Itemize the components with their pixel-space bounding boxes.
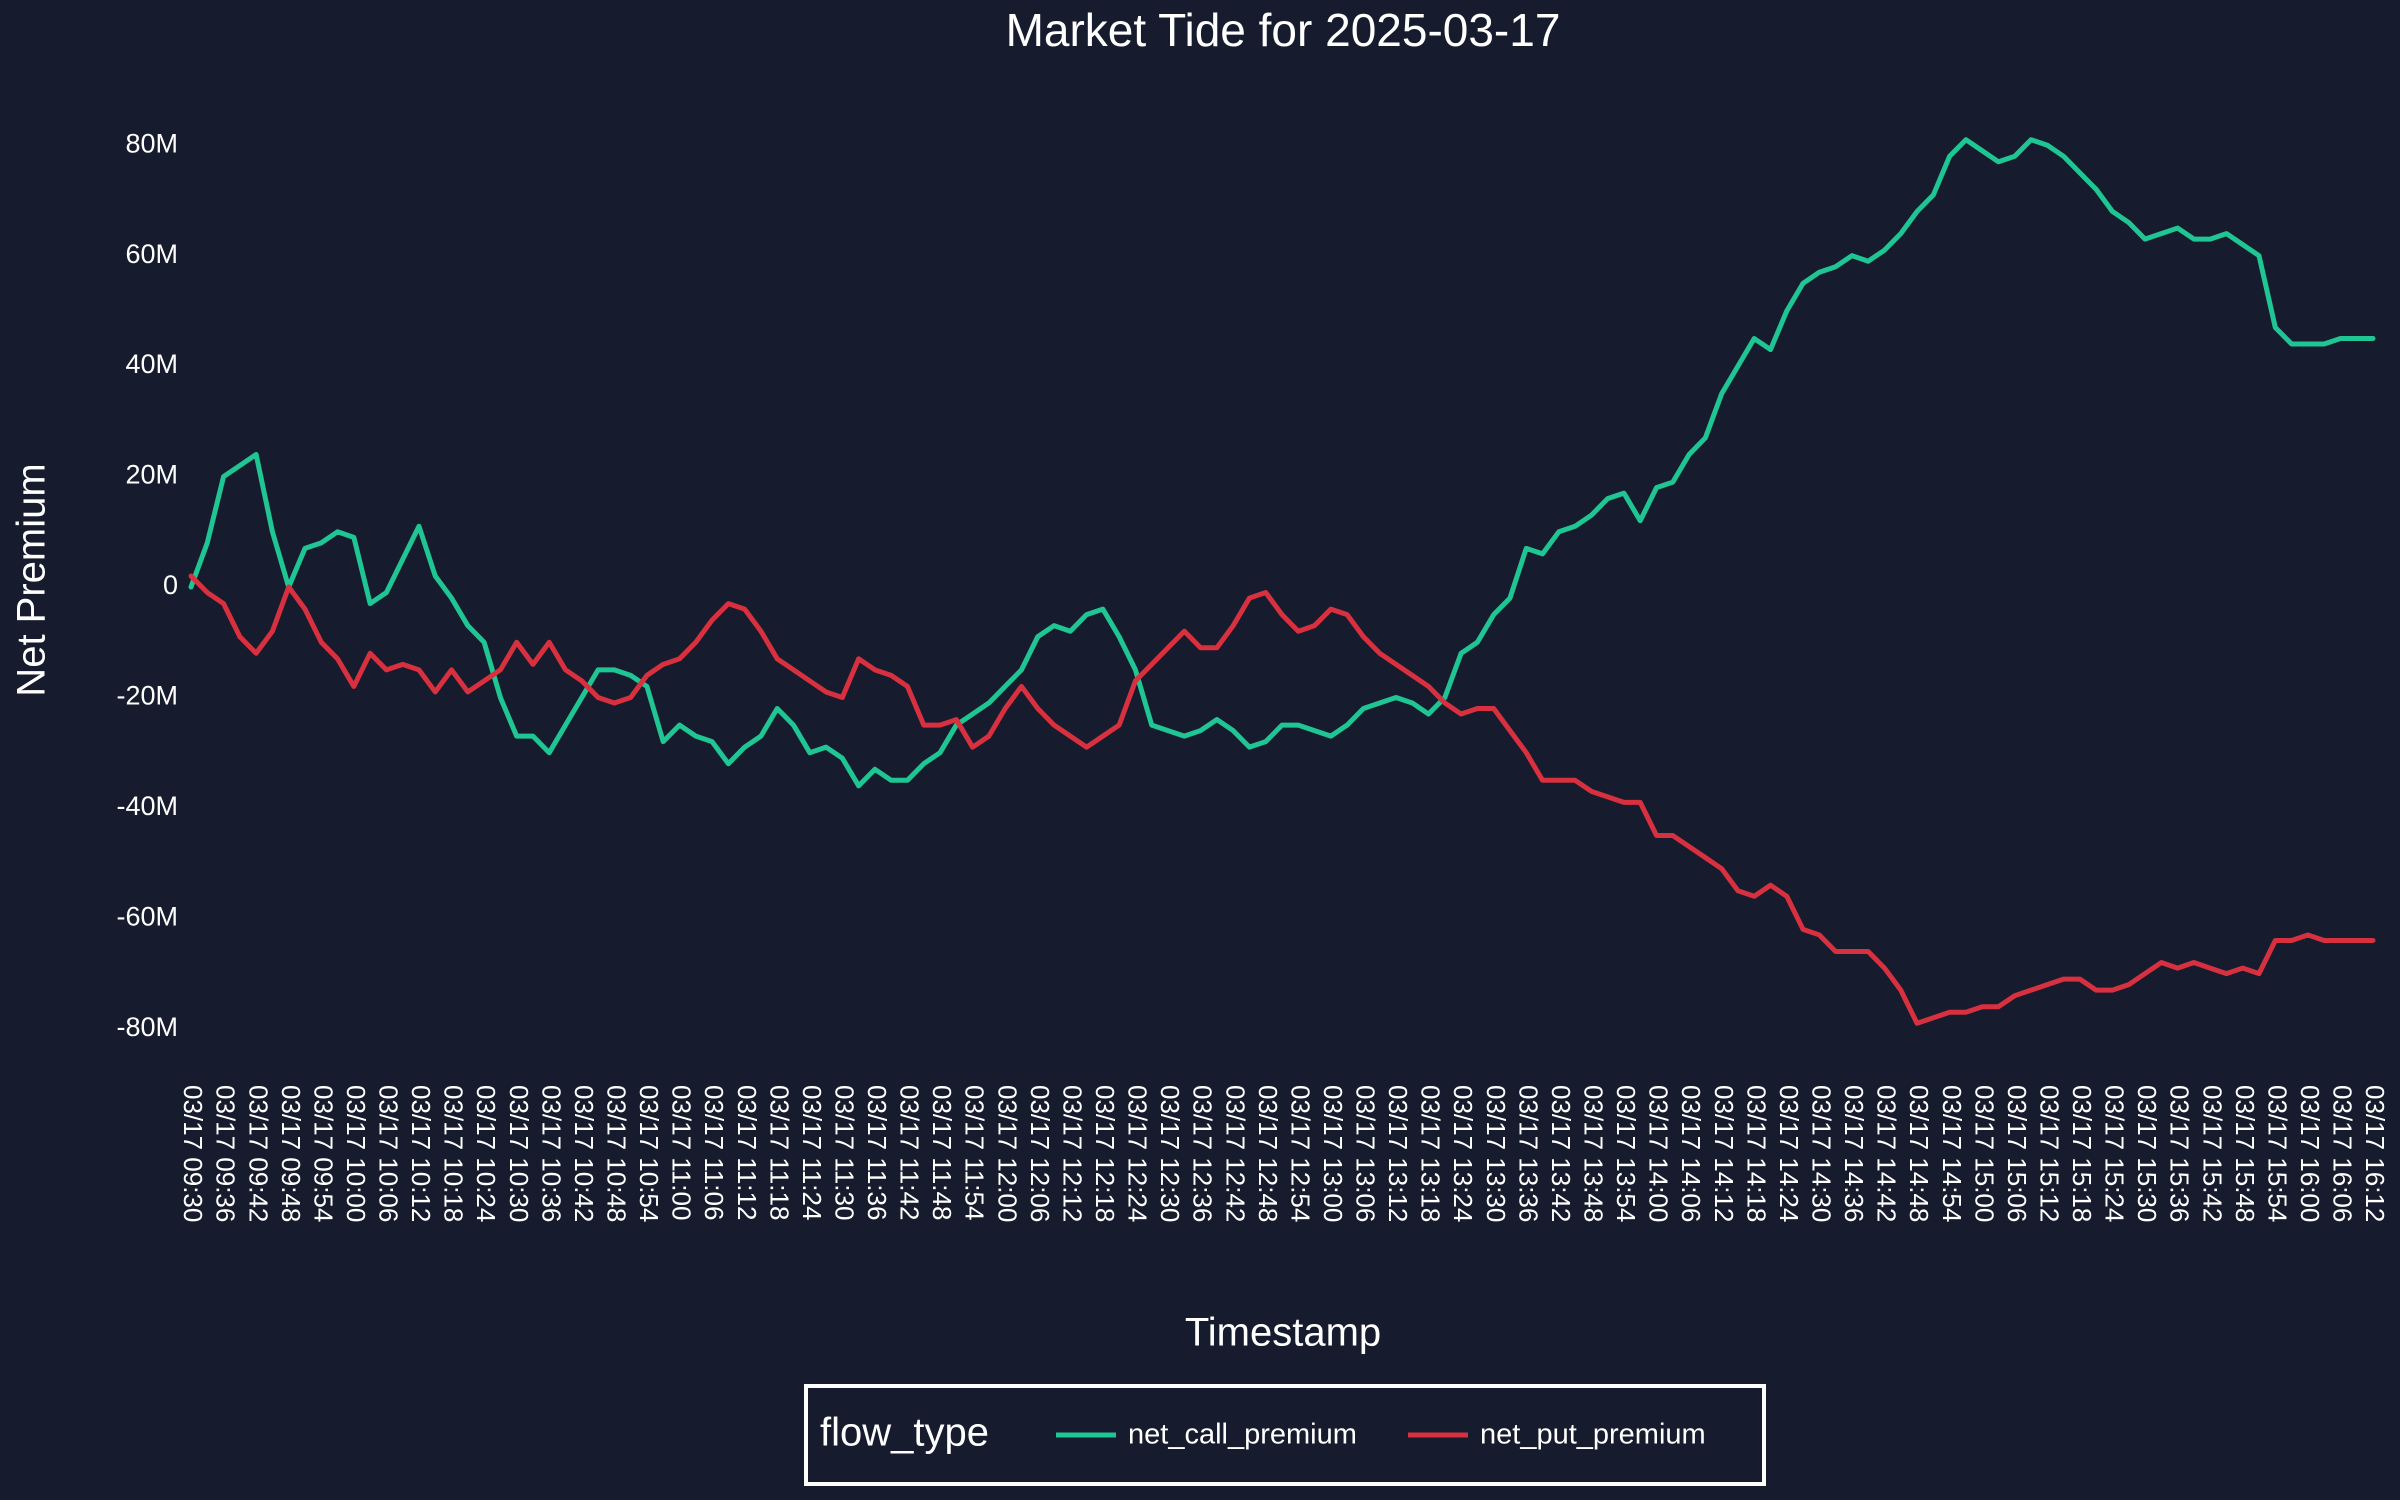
x-tick-label: 03/17 15:00 [1969, 1085, 1999, 1222]
legend-label: net_call_premium [1128, 1419, 1357, 1451]
y-tick-label: 40M [125, 349, 178, 379]
y-tick-label: 60M [125, 239, 178, 269]
x-tick-label: 03/17 15:42 [2197, 1085, 2227, 1222]
x-tick-label: 03/17 15:06 [2002, 1085, 2032, 1222]
x-tick-label: 03/17 10:06 [374, 1085, 404, 1222]
x-tick-label: 03/17 13:00 [1318, 1085, 1348, 1222]
x-tick-label: 03/17 16:00 [2295, 1085, 2325, 1222]
x-tick-label: 03/17 11:06 [699, 1085, 729, 1220]
y-tick-label: -80M [116, 1012, 178, 1042]
x-tick-label: 03/17 13:24 [1448, 1085, 1478, 1222]
x-tick-label: 03/17 13:18 [1416, 1085, 1446, 1222]
x-tick-label: 03/17 12:12 [1057, 1085, 1087, 1222]
x-tick-label: 03/17 12:48 [1253, 1085, 1283, 1222]
y-tick-label: 80M [125, 128, 178, 158]
x-tick-label: 03/17 13:36 [1513, 1085, 1543, 1222]
x-tick-label: 03/17 11:48 [927, 1085, 957, 1220]
y-tick-label: -60M [116, 901, 178, 931]
x-tick-label: 03/17 14:30 [1806, 1085, 1836, 1222]
x-tick-label: 03/17 10:00 [341, 1085, 371, 1222]
x-tick-label: 03/17 11:00 [667, 1085, 697, 1220]
x-tick-label: 03/17 14:54 [1937, 1085, 1967, 1222]
x-tick-label: 03/17 11:54 [960, 1085, 990, 1220]
legend-box [804, 1384, 1766, 1486]
x-tick-label: 03/17 14:24 [1774, 1085, 1804, 1222]
x-tick-label: 03/17 11:24 [797, 1085, 827, 1220]
x-tick-label: 03/17 14:12 [1709, 1085, 1739, 1222]
y-tick-label: -20M [116, 681, 178, 711]
x-tick-label: 03/17 13:54 [1611, 1085, 1641, 1222]
x-tick-label: 03/17 16:06 [2328, 1085, 2358, 1222]
x-tick-label: 03/17 12:00 [992, 1085, 1022, 1222]
x-tick-label: 03/17 15:12 [2034, 1085, 2064, 1222]
x-tick-label: 03/17 10:42 [569, 1085, 599, 1222]
x-tick-label: 03/17 12:06 [1025, 1085, 1055, 1222]
x-tick-label: 03/17 14:00 [1644, 1085, 1674, 1222]
x-tick-label: 03/17 11:30 [829, 1085, 859, 1220]
x-tick-label: 03/17 12:54 [1285, 1085, 1315, 1222]
y-axis-label: Net Premium [10, 463, 54, 696]
x-tick-label: 03/17 14:18 [1741, 1085, 1771, 1222]
x-tick-label: 03/17 15:48 [2230, 1085, 2260, 1222]
x-tick-label: 03/17 10:54 [634, 1085, 664, 1222]
x-tick-label: 03/17 15:30 [2132, 1085, 2162, 1222]
x-tick-label: 03/17 15:18 [2067, 1085, 2097, 1222]
x-tick-label: 03/17 12:42 [1220, 1085, 1250, 1222]
x-tick-label: 03/17 16:12 [2360, 1085, 2390, 1222]
x-tick-label: 03/17 10:48 [601, 1085, 631, 1222]
y-tick-label: 20M [125, 460, 178, 490]
x-tick-label: 03/17 13:42 [1546, 1085, 1576, 1222]
x-axis-label: Timestamp [1185, 1311, 1381, 1355]
x-tick-label: 03/17 14:42 [1872, 1085, 1902, 1222]
x-tick-label: 03/17 09:48 [276, 1085, 306, 1222]
x-tick-label: 03/17 11:12 [732, 1085, 762, 1220]
x-tick-label: 03/17 13:48 [1579, 1085, 1609, 1222]
legend-title: flow_type [820, 1411, 989, 1455]
x-tick-label: 03/17 11:18 [764, 1085, 794, 1220]
x-tick-label: 03/17 12:30 [1155, 1085, 1185, 1222]
y-tick-label: -40M [116, 791, 178, 821]
x-tick-label: 03/17 10:18 [439, 1085, 469, 1222]
x-tick-label: 03/17 13:12 [1383, 1085, 1413, 1222]
x-tick-label: 03/17 15:24 [2100, 1085, 2130, 1222]
x-tick-label: 03/17 09:36 [211, 1085, 241, 1222]
x-tick-label: 03/17 15:36 [2165, 1085, 2195, 1222]
chart-title: Market Tide for 2025-03-17 [1006, 4, 1561, 56]
x-tick-label: 03/17 13:06 [1351, 1085, 1381, 1222]
legend-label: net_put_premium [1480, 1419, 1706, 1451]
x-tick-label: 03/17 09:42 [243, 1085, 273, 1222]
x-tick-label: 03/17 14:06 [1676, 1085, 1706, 1222]
x-tick-label: 03/17 09:30 [178, 1085, 208, 1222]
x-tick-label: 03/17 13:30 [1481, 1085, 1511, 1222]
x-tick-label: 03/17 14:48 [1904, 1085, 1934, 1222]
x-tick-label: 03/17 10:12 [406, 1085, 436, 1222]
x-tick-label: 03/17 12:36 [1188, 1085, 1218, 1222]
x-tick-label: 03/17 11:36 [862, 1085, 892, 1220]
series-line [188, 137, 2376, 789]
series-line [188, 573, 2376, 1026]
x-tick-label: 03/17 10:24 [471, 1085, 501, 1222]
x-tick-label: 03/17 15:54 [2262, 1085, 2292, 1222]
y-tick-label: 0 [163, 570, 178, 600]
x-tick-label: 03/17 12:24 [1123, 1085, 1153, 1222]
x-tick-label: 03/17 14:36 [1839, 1085, 1869, 1222]
x-tick-label: 03/17 09:54 [308, 1085, 338, 1222]
x-tick-label: 03/17 11:42 [895, 1085, 925, 1220]
x-tick-label: 03/17 10:30 [504, 1085, 534, 1222]
x-tick-label: 03/17 12:18 [1090, 1085, 1120, 1222]
x-tick-label: 03/17 10:36 [536, 1085, 566, 1222]
